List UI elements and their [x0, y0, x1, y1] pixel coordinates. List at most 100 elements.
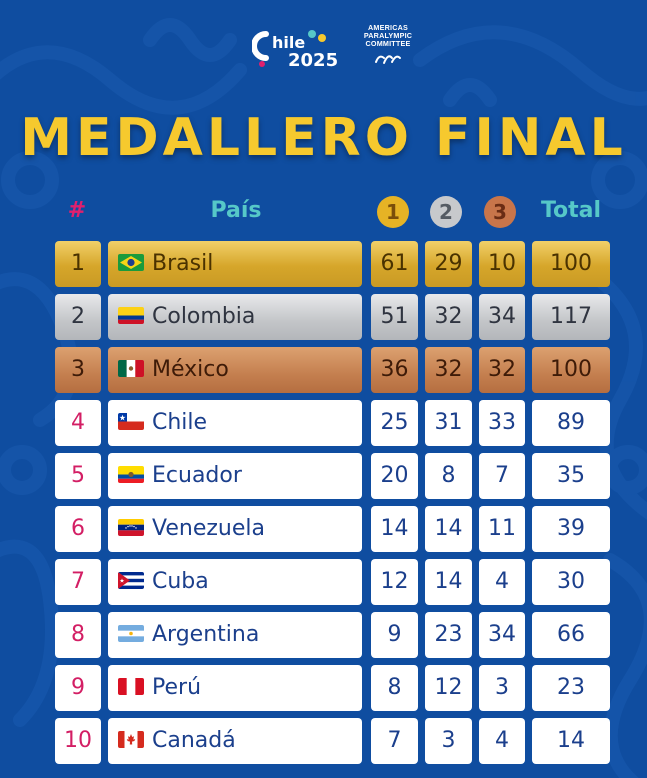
header-rank: #: [67, 198, 87, 223]
silver-count: 32: [425, 347, 472, 393]
total-count: 66: [532, 612, 610, 658]
country-name: Chile: [152, 410, 208, 435]
cuba-flag-icon: [118, 571, 144, 589]
total-count: 100: [532, 241, 610, 287]
chile-2025-logo: hile 2025: [251, 26, 344, 71]
total-count: 39: [532, 506, 610, 552]
gold-count: 8: [371, 665, 418, 711]
table-row: 2 Colombia 51 32 34 117: [0, 294, 647, 340]
gold-count: 36: [371, 347, 418, 393]
rank-cell: 2: [55, 294, 101, 340]
total-count: 100: [532, 347, 610, 393]
country-cell: Chile: [108, 400, 362, 446]
apc-line-3: COMMITTEE: [365, 39, 411, 48]
header-country: País: [210, 198, 262, 223]
silver-count: 14: [425, 506, 472, 552]
rank-cell: 4: [55, 400, 101, 446]
country-name: Venezuela: [152, 516, 265, 541]
total-count: 117: [532, 294, 610, 340]
country-name: Colombia: [152, 304, 256, 329]
table-row: 3 México 36 32 32 100: [0, 347, 647, 393]
silver-count: 29: [425, 241, 472, 287]
table-row: 5 Ecuador 20 8 7 35: [0, 453, 647, 499]
gold-count: 20: [371, 453, 418, 499]
table-row: 6 Venezuela 14 14 11 39: [0, 506, 647, 552]
bronze-count: 33: [479, 400, 525, 446]
bronze-count: 34: [479, 294, 525, 340]
bronze-count: 34: [479, 612, 525, 658]
bronze-medal-icon: 3: [484, 196, 516, 228]
total-count: 30: [532, 559, 610, 605]
venezuela-flag-icon: [118, 518, 144, 536]
country-cell: Argentina: [108, 612, 362, 658]
total-count: 35: [532, 453, 610, 499]
silver-count: 8: [425, 453, 472, 499]
rank-cell: 9: [55, 665, 101, 711]
header-logos: hile 2025 AMERICAS PARALYMPIC COMMITTEE: [0, 22, 647, 74]
country-cell: Cuba: [108, 559, 362, 605]
gold-count: 51: [371, 294, 418, 340]
silver-medal-icon: 2: [430, 196, 462, 228]
total-count: 23: [532, 665, 610, 711]
silver-count: 14: [425, 559, 472, 605]
country-name: México: [152, 357, 229, 382]
agitos-icon: [356, 51, 420, 70]
silver-count: 12: [425, 665, 472, 711]
peru-flag-icon: [118, 677, 144, 695]
table-row: 9 Perú 8 12 3 23: [0, 665, 647, 711]
gold-medal-icon: 1: [377, 196, 409, 228]
total-count: 14: [532, 718, 610, 764]
bronze-count: 4: [479, 718, 525, 764]
country-cell: Brasil: [108, 241, 362, 287]
brazil-flag-icon: [118, 253, 144, 271]
rank-cell: 3: [55, 347, 101, 393]
rank-cell: 6: [55, 506, 101, 552]
apc-line-1: AMERICAS: [368, 23, 408, 32]
bronze-count: 32: [479, 347, 525, 393]
silver-count: 32: [425, 294, 472, 340]
argentina-flag-icon: [118, 624, 144, 642]
bronze-count: 10: [479, 241, 525, 287]
header-total: Total: [540, 198, 602, 223]
country-name: Canadá: [152, 728, 236, 753]
apc-line-2: PARALYMPIC: [363, 31, 413, 40]
country-cell: Canadá: [108, 718, 362, 764]
country-name: Brasil: [152, 251, 214, 276]
table-row: 10 Canadá 7 3 4 14: [0, 718, 647, 764]
rank-cell: 1: [55, 241, 101, 287]
gold-count: 12: [371, 559, 418, 605]
rank-cell: 10: [55, 718, 101, 764]
country-name: Perú: [152, 675, 202, 700]
gold-count: 14: [371, 506, 418, 552]
rank-cell: 5: [55, 453, 101, 499]
colombia-flag-icon: [118, 306, 144, 324]
table-row: 7 Cuba 12 14 4 30: [0, 559, 647, 605]
svg-text:2025: 2025: [288, 50, 338, 70]
country-name: Argentina: [152, 622, 260, 647]
silver-count: 23: [425, 612, 472, 658]
table-row: 8 Argentina 9 23 34 66: [0, 612, 647, 658]
table-row: 4 Chile 25 31 33 89: [0, 400, 647, 446]
mexico-flag-icon: [118, 359, 144, 377]
bronze-count: 4: [479, 559, 525, 605]
canada-flag-icon: [118, 730, 144, 748]
country-cell: Perú: [108, 665, 362, 711]
rank-cell: 8: [55, 612, 101, 658]
table-row: 1 Brasil 61 29 10 100: [0, 241, 647, 287]
bronze-count: 7: [479, 453, 525, 499]
ecuador-flag-icon: [118, 465, 144, 483]
gold-count: 7: [371, 718, 418, 764]
gold-count: 9: [371, 612, 418, 658]
americas-paralympic-committee-logo: AMERICAS PARALYMPIC COMMITTEE: [356, 24, 420, 74]
page-title: MEDALLERO FINAL: [20, 108, 627, 168]
country-cell: Colombia: [108, 294, 362, 340]
country-name: Cuba: [152, 569, 209, 594]
svg-text:hile: hile: [272, 33, 305, 52]
country-cell: México: [108, 347, 362, 393]
country-name: Ecuador: [152, 463, 242, 488]
bronze-count: 11: [479, 506, 525, 552]
bronze-count: 3: [479, 665, 525, 711]
chile-flag-icon: [118, 412, 144, 430]
country-cell: Ecuador: [108, 453, 362, 499]
total-count: 89: [532, 400, 610, 446]
